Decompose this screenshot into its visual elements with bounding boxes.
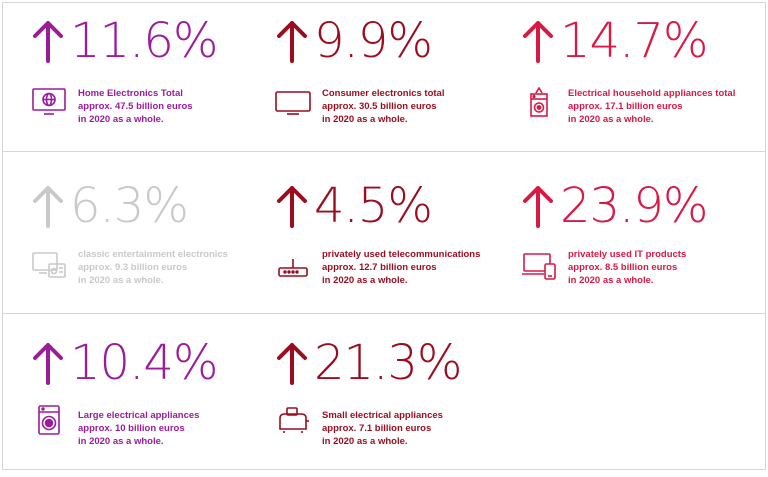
arrow-up-icon [523, 21, 553, 63]
percent-text: 10.4% [70, 335, 218, 391]
category-label: privately used IT products [568, 249, 687, 260]
period-label: in 2020 as a whole. [322, 114, 408, 125]
tv-globe-icon [30, 87, 68, 117]
percent-value: 4.5% [274, 178, 433, 234]
amount-label: approx. 8.5 billion euros [568, 262, 678, 273]
stats-row: 11.6% Home Electronics Total approx. 47.… [3, 3, 765, 152]
stat-card: 9.9% Consumer electronics total approx. … [247, 3, 492, 151]
percent-value: 6.3% [30, 178, 189, 234]
stat-card: 6.3% classic entertainment electronics a… [3, 152, 248, 313]
percent-text: 21.3% [314, 335, 462, 391]
stat-card: 4.5% privately used telecommunications a… [247, 152, 492, 313]
arrow-up-icon [33, 186, 63, 228]
percent-value: 23.9% [520, 178, 708, 234]
period-label: in 2020 as a whole. [78, 275, 164, 286]
stat-card: 11.6% Home Electronics Total approx. 47.… [3, 3, 248, 151]
arrow-up-icon [277, 343, 307, 385]
category-label: Electrical household appliances total [568, 88, 736, 99]
amount-label: approx. 7.1 billion euros [322, 423, 432, 434]
period-label: in 2020 as a whole. [568, 114, 654, 125]
toaster-icon [274, 405, 312, 435]
percent-value: 9.9% [274, 13, 433, 69]
period-label: in 2020 as a whole. [78, 114, 164, 125]
percent-text: 14.7% [560, 13, 708, 69]
stat-description: Large electrical appliances approx. 10 b… [78, 409, 199, 448]
stats-grid: 11.6% Home Electronics Total approx. 47.… [2, 2, 766, 470]
percent-text: 11.6% [70, 13, 218, 69]
percent-value: 14.7% [520, 13, 708, 69]
percent-value: 21.3% [274, 335, 462, 391]
category-label: Large electrical appliances [78, 410, 200, 421]
stat-card: 21.3% Small electrical appliances approx… [247, 314, 492, 469]
tv-icon [274, 87, 312, 117]
stat-description: Home Electronics Total approx. 47.5 bill… [78, 87, 193, 126]
stat-description: Consumer electronics total approx. 30.5 … [322, 87, 444, 126]
percent-text: 9.9% [314, 13, 433, 69]
stat-description: Small electrical appliances approx. 7.1 … [322, 409, 443, 448]
washing-machine-icon [30, 405, 68, 435]
amount-label: approx. 10 billion euros [78, 423, 185, 434]
arrow-up-icon [33, 21, 63, 63]
router-icon [274, 251, 312, 281]
category-label: classic entertainment electronics [78, 249, 228, 260]
stat-description: classic entertainment electronics approx… [78, 248, 228, 287]
stat-card: 23.9% privately used IT products approx.… [493, 152, 738, 313]
period-label: in 2020 as a whole. [568, 275, 654, 286]
percent-text: 4.5% [314, 178, 433, 234]
period-label: in 2020 as a whole. [78, 436, 164, 447]
amount-label: approx. 47.5 billion euros [78, 101, 193, 112]
category-label: privately used telecommunications [322, 249, 481, 260]
stat-card: 10.4% Large electrical appliances approx… [3, 314, 248, 469]
amount-label: approx. 9.3 billion euros [78, 262, 188, 273]
amount-label: approx. 30.5 billion euros [322, 101, 437, 112]
laptop-phone-icon [520, 251, 558, 281]
amount-label: approx. 12.7 billion euros [322, 262, 437, 273]
percent-value: 10.4% [30, 335, 218, 391]
stat-card: 14.7% Electrical household appliances to… [493, 3, 738, 151]
arrow-up-icon [523, 186, 553, 228]
percent-text: 6.3% [70, 178, 189, 234]
category-label: Home Electronics Total [78, 88, 183, 99]
stat-description: privately used IT products approx. 8.5 b… [568, 248, 686, 287]
category-label: Consumer electronics total [322, 88, 445, 99]
stats-row: 6.3% classic entertainment electronics a… [3, 152, 765, 314]
period-label: in 2020 as a whole. [322, 436, 408, 447]
percent-value: 11.6% [30, 13, 218, 69]
period-label: in 2020 as a whole. [322, 275, 408, 286]
stat-description: privately used telecommunications approx… [322, 248, 480, 287]
stat-description: Electrical household appliances total ap… [568, 87, 735, 126]
amount-label: approx. 17.1 billion euros [568, 101, 683, 112]
appliance-icon [520, 87, 558, 117]
percent-text: 23.9% [560, 178, 708, 234]
arrow-up-icon [33, 343, 63, 385]
arrow-up-icon [277, 186, 307, 228]
tv-radio-icon [30, 251, 68, 281]
category-label: Small electrical appliances [322, 410, 443, 421]
arrow-up-icon [277, 21, 307, 63]
stats-row: 10.4% Large electrical appliances approx… [3, 314, 765, 469]
